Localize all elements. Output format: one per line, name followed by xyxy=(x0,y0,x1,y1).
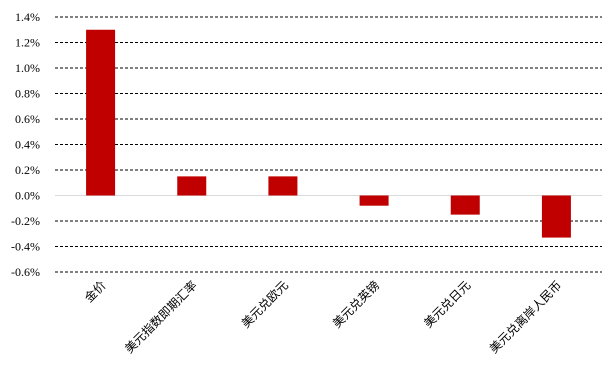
bar-1 xyxy=(177,176,207,196)
gridlines xyxy=(55,16,602,273)
bar-4 xyxy=(450,195,480,215)
bar-2 xyxy=(268,176,298,196)
x-category-label: 金价 xyxy=(81,278,109,306)
bars xyxy=(86,29,571,238)
y-tick-label: 1.4% xyxy=(15,10,40,24)
x-category-label: 美元兑英镑 xyxy=(329,278,382,331)
bar-3 xyxy=(359,195,389,206)
x-category-label: 美元兑日元 xyxy=(421,278,473,330)
bar-0 xyxy=(86,29,116,196)
y-tick-label: 0.6% xyxy=(15,112,40,126)
y-tick-label: 1.2% xyxy=(15,36,40,50)
y-tick-label: 0.4% xyxy=(15,138,40,152)
bar-5 xyxy=(541,195,571,238)
y-tick-label: -0.6% xyxy=(11,265,40,279)
y-tick-label: 1.0% xyxy=(15,61,40,75)
y-tick-label: -0.2% xyxy=(11,214,40,228)
x-category-label: 美元兑离岸人民币 xyxy=(486,278,564,356)
x-axis-category-labels: 金价 美元指数即期汇率 美元兑欧元 美元兑英镑 美元兑日元 美元兑离岸人民币 xyxy=(81,278,564,356)
y-tick-label: 0.2% xyxy=(15,163,40,177)
y-axis-tick-labels: 1.4% 1.2% 1.0% 0.8% 0.6% 0.4% 0.2% 0.0% -0.2% -0.… xyxy=(11,10,40,279)
y-tick-label: 0.8% xyxy=(15,87,40,101)
x-category-label: 美元兑欧元 xyxy=(239,278,291,330)
y-tick-label: 0.0% xyxy=(15,189,40,203)
y-tick-label: -0.4% xyxy=(11,240,40,254)
x-category-label: 美元指数即期汇率 xyxy=(121,278,199,356)
